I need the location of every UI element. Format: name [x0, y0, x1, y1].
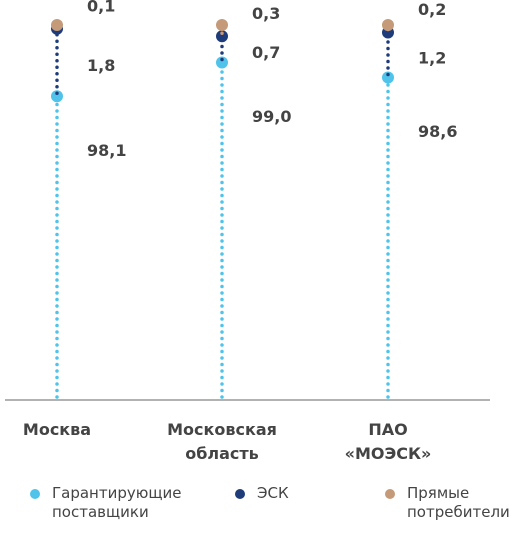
- legend-marker: [235, 489, 245, 499]
- legend-label: Гарантирующие поставщики: [52, 484, 182, 521]
- dot: [216, 19, 228, 31]
- legend-item: Гарантирующие поставщики: [30, 484, 181, 522]
- dot: [216, 30, 228, 43]
- value-label: 0,7: [252, 43, 280, 62]
- value-label: 1,2: [418, 49, 446, 68]
- legend-item: Прямые потребители: [385, 484, 509, 522]
- dot: [382, 71, 394, 84]
- legend-label: ЭСК: [257, 484, 289, 502]
- value-label: 98,1: [87, 141, 126, 160]
- dot: [382, 19, 394, 31]
- x-tick-label: Московская область: [167, 420, 277, 463]
- dot: [51, 19, 63, 31]
- legend-marker: [30, 489, 40, 499]
- value-label: 1,8: [87, 56, 115, 75]
- legend-item: ЭСК: [235, 484, 289, 503]
- value-label: 0,1: [87, 0, 115, 15]
- x-tick-label: ПАО «МОЭСК»: [344, 420, 432, 463]
- legend-label: Прямые потребители: [407, 484, 509, 521]
- dot: [51, 90, 63, 103]
- dot: [216, 56, 228, 69]
- value-label: 0,2: [418, 0, 446, 19]
- legend-marker: [385, 489, 395, 499]
- value-label: 0,3: [252, 4, 280, 23]
- x-tick-label: Москва: [22, 420, 92, 439]
- value-label: 99,0: [252, 107, 291, 126]
- value-label: 98,6: [418, 122, 457, 141]
